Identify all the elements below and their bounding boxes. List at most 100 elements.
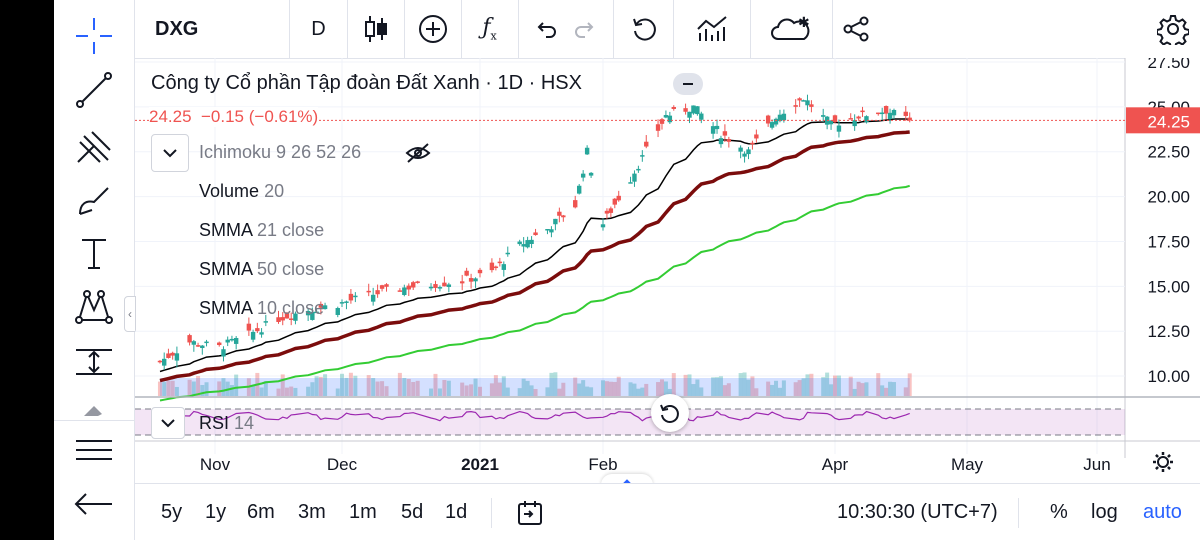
share-icon [843, 16, 869, 42]
legend-price: 24.25 [149, 107, 192, 126]
range-1y[interactable]: 1y [205, 501, 227, 523]
candle-body [580, 173, 586, 178]
brush-tool[interactable] [54, 178, 134, 222]
volume-bar [793, 382, 798, 396]
candle-body [348, 293, 354, 301]
range-1d[interactable]: 1d [445, 501, 468, 523]
range-5y[interactable]: 5y [161, 501, 183, 523]
volume-bar [289, 386, 294, 396]
log-toggle[interactable]: log [1091, 501, 1118, 523]
volume-bar [229, 385, 234, 396]
menu-button[interactable] [54, 428, 134, 472]
settings-button[interactable] [1146, 0, 1200, 59]
indicator-params: 21 close [257, 220, 325, 240]
candle-body [250, 331, 256, 340]
alerts-button[interactable]: ✱ [750, 0, 833, 58]
gear-tooth [1155, 454, 1159, 458]
indicator-volume[interactable]: Volume 20 [199, 181, 284, 202]
trendline-tool[interactable] [54, 68, 134, 112]
redo-icon[interactable] [573, 17, 597, 41]
volume-bar [884, 387, 889, 396]
volume-bar [616, 376, 621, 396]
volume-bar [825, 372, 830, 396]
candle-body [433, 284, 438, 288]
range-5d[interactable]: 5d [401, 501, 424, 523]
volume-bar [545, 387, 550, 396]
candle-body [612, 198, 617, 205]
toggle-rsi-button[interactable] [151, 407, 185, 439]
volume-bar [473, 378, 478, 396]
svg-text:✱: ✱ [798, 15, 810, 30]
reset-chart-button[interactable] [651, 394, 689, 432]
candle-body [344, 301, 349, 303]
candle-body [335, 308, 340, 315]
volume-bar [529, 385, 534, 396]
volume-bar [715, 377, 720, 396]
indicator-rsi[interactable]: RSI 14 [199, 413, 254, 434]
indicator-smma-21[interactable]: SMMA 21 close [199, 220, 324, 241]
back-button[interactable] [54, 482, 134, 526]
chevron-down-icon [163, 149, 177, 158]
volume-bar [821, 377, 826, 396]
clock-timezone[interactable]: 10:30:30 (UTC+7) [837, 501, 998, 523]
toggle-indicators-button[interactable] [151, 134, 189, 172]
indicator-ichimoku[interactable]: Ichimoku 9 26 52 26 [199, 142, 361, 163]
volume-bar [415, 380, 420, 396]
pitchfork-tool[interactable] [54, 124, 134, 168]
indicator-smma-10[interactable]: SMMA 10 close [199, 298, 324, 319]
candle-body [501, 264, 507, 270]
chart-type-button[interactable] [347, 0, 405, 58]
volume-bar [718, 376, 723, 396]
eraser-tool[interactable] [54, 392, 134, 416]
candle-body [879, 112, 885, 115]
compare-button[interactable] [673, 0, 751, 58]
replay-button[interactable] [614, 0, 674, 58]
volume-bar [406, 378, 411, 396]
volume-bar [204, 382, 209, 396]
candle-body [459, 281, 465, 284]
interval-button[interactable]: D [290, 0, 348, 58]
eye-off-icon[interactable] [405, 142, 431, 164]
chart-area[interactable]: 10.0012.5015.0017.5020.0022.5025.0027.50… [135, 53, 1200, 496]
range-3m[interactable]: 3m [298, 501, 326, 523]
volume-bar [549, 372, 554, 396]
collapse-legend-button[interactable] [673, 73, 703, 95]
chevron-left-icon: ‹ [128, 307, 132, 321]
share-button[interactable] [832, 0, 880, 58]
pattern-tool[interactable] [54, 284, 134, 328]
candle-body [687, 111, 692, 118]
candle-body [473, 278, 478, 282]
candle-body [322, 305, 328, 310]
candle-body [284, 313, 290, 319]
drawing-toolbar: ‹ [54, 0, 136, 540]
range-6m[interactable]: 6m [247, 501, 275, 523]
crosshair-tool[interactable] [54, 14, 134, 58]
indicator-smma-50[interactable]: SMMA 50 close [199, 259, 324, 280]
text-tool[interactable] [54, 232, 134, 276]
top-toolbar: DXG D ƒx ✱ [135, 0, 1146, 59]
goto-date-button[interactable] [516, 484, 544, 541]
add-indicator-button[interactable] [404, 0, 462, 58]
price-chart[interactable]: 10.0012.5015.0017.5020.0022.5025.0027.50… [135, 53, 1200, 483]
percent-toggle[interactable]: % [1050, 501, 1068, 523]
left-black-bar [0, 0, 54, 540]
candle-body [157, 360, 163, 363]
candle-body [255, 328, 260, 332]
volume-bar [433, 373, 438, 396]
candle-body [683, 108, 688, 112]
volume-bar [397, 372, 402, 396]
reset-icon [660, 404, 679, 423]
volume-bar [797, 380, 802, 396]
symbol-search-button[interactable]: DXG [135, 0, 290, 58]
range-1m[interactable]: 1m [349, 501, 377, 523]
auto-toggle[interactable]: auto [1143, 501, 1182, 523]
candle-body [276, 317, 281, 322]
indicators-button[interactable]: ƒx [461, 0, 519, 58]
time-axis-settings-icon[interactable] [1153, 452, 1173, 472]
measure-tool[interactable] [54, 340, 134, 384]
indicator-name: Ichimoku [199, 142, 272, 162]
collapse-toolbar-handle[interactable]: ‹ [124, 296, 136, 332]
candle-body [887, 112, 893, 120]
undo-icon[interactable] [534, 17, 558, 41]
y-tick-label: 17.50 [1147, 232, 1190, 251]
